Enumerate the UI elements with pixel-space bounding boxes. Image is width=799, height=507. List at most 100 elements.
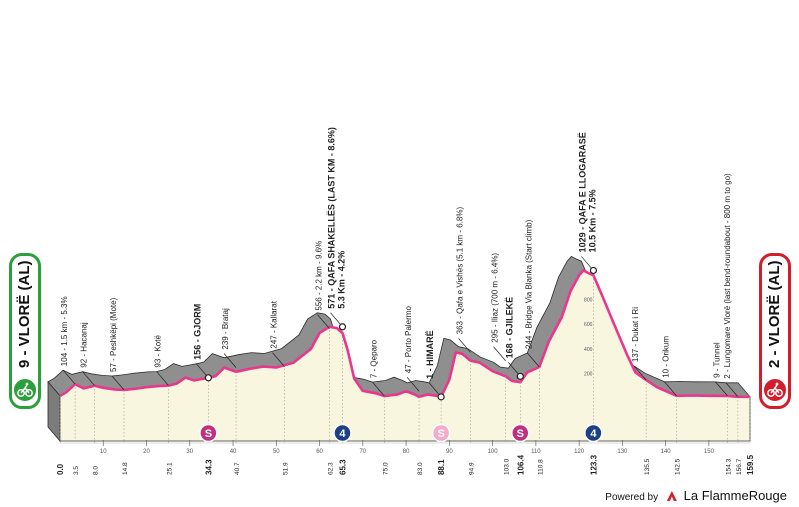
- x-tick-label: 90: [446, 449, 453, 455]
- point-label: 1029 - QAFA E LLOGARASË: [577, 132, 587, 252]
- point-connector: [82, 371, 95, 386]
- km-label: 40.7: [234, 462, 241, 475]
- km-label: 94.9: [469, 462, 476, 475]
- profile-point-labels: 104 - 1.5 km - 5.3% 92 - Hacanaj 57 - Pesh…: [60, 127, 739, 401]
- x-tick-label: 140: [661, 449, 672, 455]
- point-label: 92 - Hacanaj: [80, 322, 89, 368]
- town-marker: [516, 372, 524, 380]
- km-label: 159.5: [746, 454, 755, 475]
- point-connector: [372, 381, 385, 397]
- badge-text: 4: [339, 428, 346, 440]
- climb-badge-icon: [333, 423, 352, 443]
- powered-by-text: Powered by: [605, 492, 659, 503]
- point-sublabel: 10.5 Km - 7.5%: [587, 189, 597, 252]
- badge-text: S: [517, 428, 524, 440]
- point-connector: [527, 352, 540, 368]
- x-tick-label: 20: [143, 449, 150, 455]
- km-label: 154.3: [726, 458, 733, 475]
- town-marker: [589, 266, 597, 275]
- footer-credit: Powered by La FlammeRouge: [605, 488, 787, 503]
- point-label: 137 - Dukat i Ri: [631, 307, 640, 362]
- km-label: 62.3: [328, 462, 335, 475]
- point-connector: [664, 381, 677, 396]
- town-marker: [437, 393, 445, 401]
- profile-area: 200 400 600 800: [47, 255, 751, 443]
- km-label: 106.4: [516, 454, 525, 475]
- point-connector: [223, 353, 237, 368]
- km-label: 110.8: [537, 459, 544, 475]
- point-label: 47 - Porto Palermo: [404, 306, 413, 374]
- x-tick-label: 70: [359, 449, 366, 455]
- x-tick-label: 30: [186, 449, 193, 455]
- point-connector: [493, 346, 506, 361]
- km-label: 3.5: [73, 466, 80, 475]
- km-label: 25.1: [167, 462, 174, 475]
- altitude-tick-label: 400: [584, 347, 593, 353]
- flame-logo-icon: [666, 491, 677, 501]
- point-connector: [62, 369, 76, 385]
- altitude-line: [59, 269, 750, 399]
- x-tick-label: 80: [403, 449, 410, 455]
- point-connector: [458, 338, 471, 353]
- finish-box: 2 - VLORË (AL): [759, 253, 791, 409]
- distance-axis: 10 20 30 40 50 60 70 80 90 100 110 120 130 140 150 0.0 3…: [56, 440, 755, 475]
- point-connector: [715, 381, 728, 397]
- finish-label: 2 - VLORË (AL): [766, 260, 783, 369]
- km-label: 83.0: [417, 462, 424, 475]
- point-label: 571 - QAFA SHAKELLËS (LAST KM - 8.6%): [326, 127, 336, 309]
- point-connector: [406, 376, 420, 392]
- km-label: 14.8: [122, 462, 129, 475]
- point-connector: [111, 375, 125, 391]
- point-label: 93 - Kotë: [154, 335, 163, 368]
- point-label: 1 - HIMARË: [425, 330, 435, 379]
- point-connector: [725, 382, 739, 397]
- x-tick-label: 120: [574, 449, 585, 455]
- altitude-tick-label: 200: [584, 371, 593, 377]
- km-label: 135.5: [644, 458, 651, 475]
- altitude-tick-label: 600: [584, 322, 593, 328]
- bonus-badge-icon: [431, 423, 451, 443]
- km-label: 0.0: [56, 463, 65, 475]
- point-label: 244 - Bridge Via Blanka (Start climb): [524, 219, 533, 349]
- altitude-tick-label: 800: [584, 298, 593, 304]
- x-tick-label: 60: [316, 449, 323, 455]
- x-tick-label: 150: [704, 449, 715, 455]
- point-label: 104 - 1.5 km - 5.3%: [60, 296, 69, 366]
- km-label: 75.0: [382, 462, 389, 475]
- km-label: 65.3: [338, 459, 347, 475]
- badge-text: S: [437, 428, 444, 440]
- point-label: 295 - Iliaz (700 m - 6.4%): [491, 253, 500, 343]
- x-tick-label: 10: [100, 449, 107, 455]
- mountain-band: [47, 255, 751, 398]
- km-label: 123.3: [589, 454, 598, 475]
- point-label: 10 - Orikum: [661, 336, 670, 378]
- point-sublabel: 5.3 Km - 4.2%: [336, 251, 346, 309]
- point-label: 363 - Qafa e Vishës (5.1 km - 6.8%): [456, 207, 465, 335]
- point-connector: [317, 314, 330, 329]
- km-label: 156.7: [736, 458, 743, 475]
- point-label: 239 - Brataj: [221, 308, 230, 350]
- start-box: 9 - VLORË (AL): [9, 253, 41, 409]
- town-marker: [338, 323, 347, 331]
- km-label: 51.9: [283, 462, 290, 475]
- point-connector: [272, 352, 285, 367]
- start-label: 9 - VLORË (AL): [16, 260, 33, 369]
- badge-text: S: [205, 428, 212, 440]
- km-label: 103.0: [504, 458, 511, 475]
- point-label: 7 - Qeparo: [369, 339, 378, 378]
- point-connector: [156, 371, 169, 386]
- x-tick-label: 130: [617, 449, 628, 455]
- cyclist-finish-icon: [762, 377, 788, 403]
- point-label: 9 - Tunnel: [713, 342, 722, 378]
- town-marker: [204, 374, 212, 382]
- km-label: 88.1: [437, 459, 446, 475]
- point-label: 2 - Lungomare Vlorë (last bend-roundabou…: [723, 173, 732, 379]
- point-label: 247 - Kallarat: [270, 300, 279, 348]
- point-label: 168 - GJILEKË: [504, 297, 514, 359]
- point-connector: [633, 365, 647, 381]
- point-label: 156 - GJORM: [192, 304, 202, 360]
- point-label: 57 - Peshkëpi (Mote): [109, 297, 118, 372]
- x-tick-label: 40: [230, 449, 237, 455]
- category-badges: S 4 S S 4: [199, 423, 603, 443]
